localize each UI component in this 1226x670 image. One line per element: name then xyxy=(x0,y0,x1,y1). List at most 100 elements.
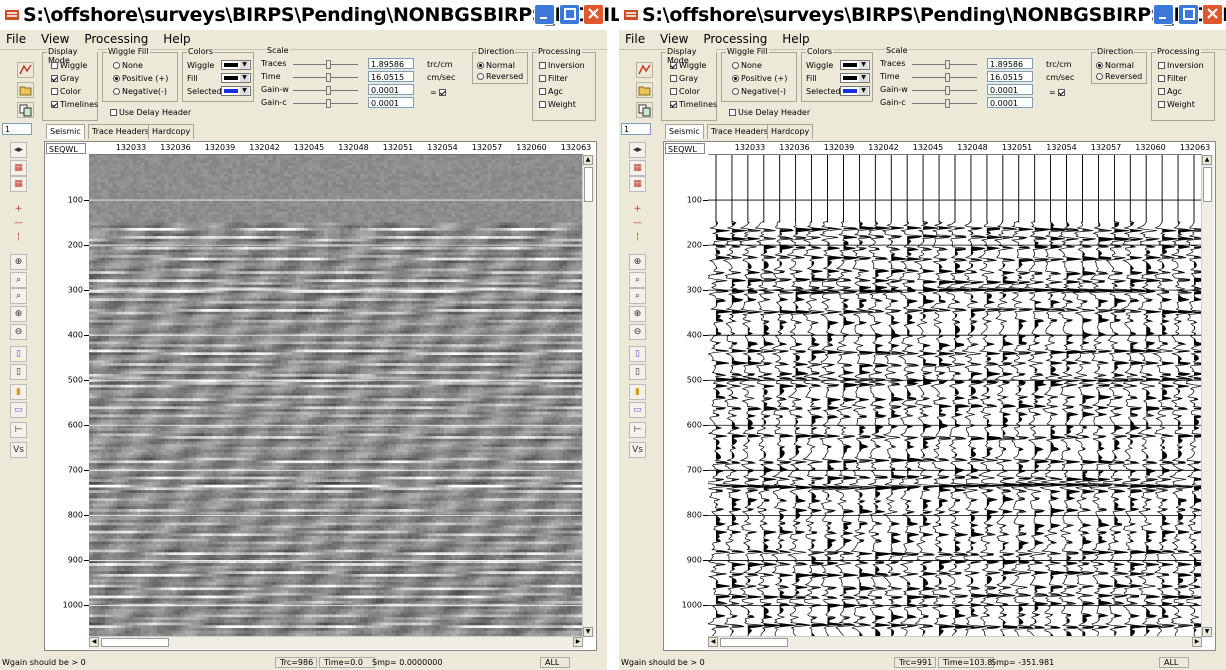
zoom-in-icon[interactable]: ⊕ xyxy=(10,254,27,270)
time-input[interactable]: 16.0515 xyxy=(368,71,414,82)
close-button[interactable] xyxy=(583,4,604,25)
inversion-checkbox[interactable]: Inversion xyxy=(539,61,585,70)
open-file-button[interactable] xyxy=(17,82,34,98)
seismic-cell xyxy=(168,595,173,599)
seismic-cell xyxy=(160,225,165,229)
direction-normal-radio[interactable]: Normal xyxy=(477,61,515,70)
seismic-cell xyxy=(116,165,122,169)
seismic-cell xyxy=(160,376,165,380)
seismic-plot[interactable]: SEQWL 132033 132036 132039 132042 132045 1320… xyxy=(44,141,597,651)
menu-help[interactable]: Help xyxy=(157,30,196,47)
velocity-icon[interactable]: Vs xyxy=(10,442,27,458)
tab-seismic[interactable]: Seismic xyxy=(46,124,85,139)
seismic-cell xyxy=(104,300,110,304)
fill-negative-radio[interactable]: Negative(-) xyxy=(113,87,167,96)
zoom-out-icon[interactable]: ⊖ xyxy=(10,324,27,340)
seismic-section[interactable] xyxy=(89,155,583,637)
seismic-cell xyxy=(108,390,114,394)
seismic-cell xyxy=(96,427,102,431)
mark-icon[interactable]: ▯ xyxy=(10,364,27,380)
zoom-reset-icon[interactable]: ⌕ xyxy=(10,288,27,304)
seismic-cell xyxy=(144,398,150,402)
color-checkbox[interactable]: Color xyxy=(51,87,81,96)
seismic-cell xyxy=(124,452,130,456)
seismic-cell xyxy=(164,252,169,256)
seismic-cell xyxy=(188,309,193,313)
gain-equal-checkbox[interactable]: = xyxy=(430,88,446,97)
seismic-cell xyxy=(136,363,142,367)
tab-hardcopy[interactable]: Hardcopy xyxy=(148,124,195,139)
seismic-cell xyxy=(128,576,134,580)
maximize-button[interactable] xyxy=(559,4,580,25)
wiggle-color-select[interactable]: ▼ xyxy=(221,60,251,70)
zoom-trace-icon[interactable]: ▦ xyxy=(10,160,27,176)
cursor-cross-radio-icon[interactable]: + xyxy=(10,202,27,218)
seismic-cell xyxy=(176,338,181,342)
gain-c-input[interactable]: 0.0001 xyxy=(368,97,414,108)
selected-color-select[interactable]: ▼ xyxy=(221,86,251,96)
seismic-cell xyxy=(168,606,173,610)
seismic-cell xyxy=(116,441,122,445)
menu-file[interactable]: File xyxy=(0,30,32,47)
seismic-cell xyxy=(136,233,142,237)
seismic-cell xyxy=(120,300,126,304)
seismic-cell xyxy=(124,419,130,423)
traces-input[interactable]: 1.89586 xyxy=(368,58,414,69)
seismic-cell xyxy=(156,217,162,221)
seismic-cell xyxy=(152,544,158,548)
seismic-cell xyxy=(148,484,154,488)
seismic-cell xyxy=(184,411,189,415)
seismic-cell xyxy=(188,633,193,637)
zoom-box-icon[interactable]: ⌕ xyxy=(10,272,27,288)
seismic-cell xyxy=(132,319,138,323)
seismic-cell xyxy=(112,271,118,275)
zoom-in-2-icon[interactable]: ⊕ xyxy=(10,306,27,322)
seismic-cell xyxy=(92,360,98,364)
fill-none-radio[interactable]: None xyxy=(113,61,143,70)
seismic-cell xyxy=(92,357,98,361)
gain-c-slider[interactable] xyxy=(293,99,358,108)
cursor-vline-radio-icon[interactable]: ¦ xyxy=(10,230,27,246)
time-slider[interactable] xyxy=(293,73,358,82)
gain-w-input[interactable]: 0.0001 xyxy=(368,84,414,95)
spectrum-icon[interactable]: ▭ xyxy=(10,402,27,418)
zoom-trace-2-icon[interactable]: ▦ xyxy=(10,176,27,192)
tab-trace-headers[interactable]: Trace Headers xyxy=(88,124,154,139)
cursor-hline-radio-icon[interactable]: — xyxy=(10,216,27,232)
seismic-cell xyxy=(92,422,98,426)
gain-w-slider[interactable] xyxy=(293,86,358,95)
menu-view[interactable]: View xyxy=(35,30,75,47)
title-bar[interactable]: S:\offshore\surveys\BIRPS\Pending\NONBGS… xyxy=(0,0,665,30)
filter-checkbox[interactable]: Filter xyxy=(539,74,568,83)
seismic-cell xyxy=(89,255,94,258)
color-bar-icon[interactable]: ▮ xyxy=(10,384,27,400)
seismic-cell xyxy=(124,227,130,231)
page-number-input[interactable]: 1 xyxy=(2,123,32,135)
copy-button[interactable] xyxy=(17,102,34,118)
seismic-cell xyxy=(152,444,158,448)
seismic-cell xyxy=(96,319,102,323)
seismic-cell xyxy=(108,382,114,386)
fill-color-select[interactable]: ▼ xyxy=(221,73,251,83)
traces-slider[interactable] xyxy=(293,60,358,69)
wiggle-checkbox[interactable]: Wiggle xyxy=(51,61,87,70)
gray-checkbox[interactable]: Gray xyxy=(51,74,79,83)
fill-positive-radio[interactable]: Positive (+) xyxy=(113,74,168,83)
seismic-cell xyxy=(144,436,150,440)
seismic-cell xyxy=(184,392,189,396)
seismic-cell xyxy=(108,279,114,283)
use-delay-header-checkbox[interactable]: Use Delay Header xyxy=(110,108,191,117)
menu-processing[interactable]: Processing xyxy=(78,30,154,47)
minimize-button[interactable] xyxy=(534,4,555,25)
pick-icon[interactable]: ▯ xyxy=(10,346,27,362)
export-icon[interactable]: ⊢ xyxy=(10,422,27,438)
display-settings-button[interactable] xyxy=(17,62,34,78)
timelines-checkbox[interactable]: Timelines xyxy=(51,100,98,109)
page-next-icon[interactable]: ◂▸ xyxy=(10,142,27,158)
seismic-cell xyxy=(108,282,114,286)
direction-reversed-radio[interactable]: Reversed xyxy=(477,72,523,81)
seismic-cell xyxy=(120,444,126,448)
weight-checkbox[interactable]: Weight xyxy=(539,100,576,109)
seismic-cell xyxy=(148,179,154,183)
agc-checkbox[interactable]: Agc xyxy=(539,87,563,96)
